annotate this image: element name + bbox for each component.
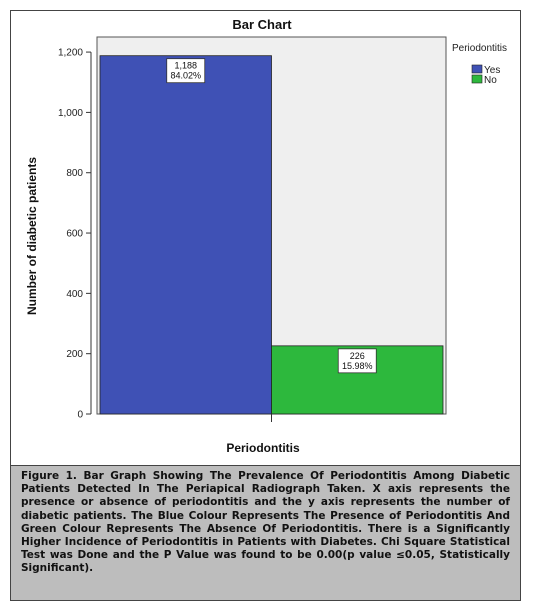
- y-tick-label: 0: [77, 410, 83, 421]
- y-tick-label: 800: [66, 168, 83, 179]
- bar-chart: Bar Chart 0 200 400 600 800 1,000 1,200 1,1888…: [25, 17, 507, 455]
- y-axis: 0 200 400 600 800 1,000 1,200: [58, 48, 92, 421]
- chart-title: Bar Chart: [232, 17, 292, 32]
- y-tick-label: 400: [66, 289, 83, 300]
- legend-swatch-no: [471, 74, 483, 84]
- y-tick-label: 200: [66, 349, 83, 360]
- x-axis-label: Periodontitis: [226, 441, 300, 455]
- legend-label-yes: Yes: [484, 65, 500, 76]
- data-label-percent: 15.98%: [342, 361, 373, 371]
- y-tick-label: 1,000: [58, 108, 83, 119]
- data-label-box: [337, 348, 377, 374]
- figure-frame: Bar Chart 0 200 400 600 800 1,000 1,200 1,188 8…: [10, 10, 521, 601]
- data-label-count: 1,188: [174, 61, 197, 71]
- figure-caption: Figure 1. Bar Graph Showing The Prevalen…: [11, 465, 520, 600]
- data-label-percent: 84.02%: [170, 71, 201, 81]
- y-axis-label: Number of diabetic patients: [25, 157, 39, 315]
- legend-swatch-yes: [471, 64, 483, 74]
- legend-title: Periodontitis: [452, 43, 507, 54]
- bar-yes: [99, 55, 272, 415]
- data-label-count: 226: [350, 351, 365, 361]
- y-tick-label: 600: [66, 229, 83, 240]
- y-tick-label: 1,200: [58, 48, 83, 59]
- legend-label-no: No: [484, 75, 497, 86]
- data-label-box: [166, 58, 206, 84]
- bars: [99, 55, 444, 422]
